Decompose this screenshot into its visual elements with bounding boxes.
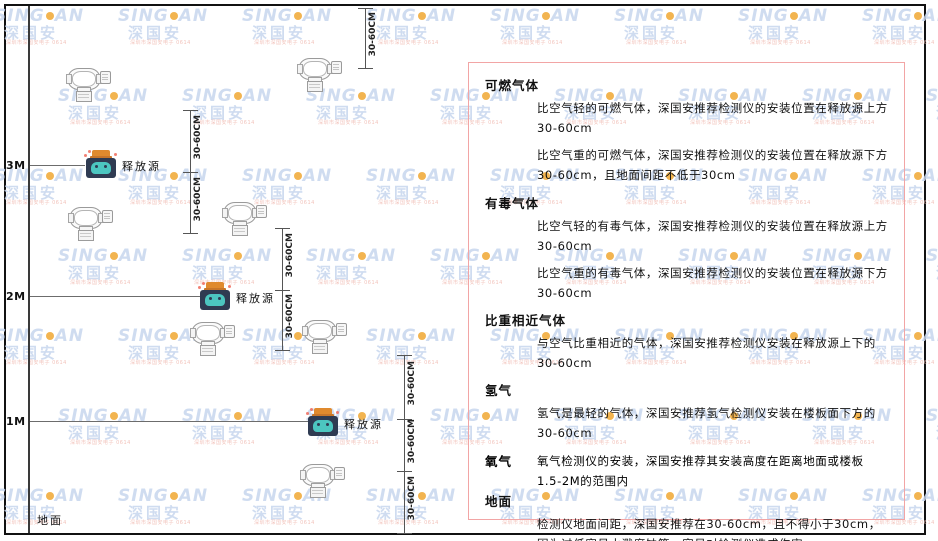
panel-section-paragraph: 比空气轻的有毒气体，深国安推荐检测仪的安装位置在释放源上方30-60cm [537, 218, 888, 253]
panel-section: 比重相近气体与空气比重相近的气体，深国安推荐检测仪安装在释放源上下的30-60c… [485, 310, 888, 373]
gas-detector-icon [222, 200, 267, 236]
panel-section-paragraph: 比空气重的可燃气体，深国安推荐检测仪的安装位置在释放源下方30-60cm，且地面… [537, 148, 888, 183]
release-source-label: 释放源 [236, 292, 275, 305]
dimension-tick [275, 228, 290, 229]
panel-section-title: 可燃气体 [485, 78, 540, 93]
gas-detector-icon [300, 462, 345, 498]
panel-section-title: 氢气 [485, 383, 513, 399]
release-source-icon [198, 282, 232, 312]
ground-label: 地面 [37, 514, 63, 527]
vertical-axis [28, 6, 30, 533]
dimension-tick [183, 110, 198, 111]
dimension-tick [358, 68, 373, 69]
dimension-tick [183, 172, 198, 173]
info-panel-content: 可燃气体比空气轻的可燃气体，深国安推荐检测仪的安装位置在释放源上方30-60cm… [469, 63, 904, 541]
dimension-tick [358, 8, 373, 9]
dimension-label: 30-60CM [407, 476, 417, 521]
info-panel: 可燃气体比空气轻的可燃气体，深国安推荐检测仪的安装位置在释放源上方30-60cm… [468, 62, 905, 541]
dimension-tick [397, 419, 412, 420]
dimension-label: 30-60CM [368, 12, 378, 57]
panel-section: 氢气氢气是最轻的气体，深国安推荐氢气检测仪安装在楼板面下方的30-60cm [485, 380, 888, 443]
release-source-icon [306, 408, 340, 438]
panel-section-title: 地面 [485, 493, 513, 509]
dimension-line [190, 110, 191, 233]
release-source-label: 释放源 [344, 418, 383, 431]
panel-section: 地面检测仪地面间距，深国安推荐在30-60cm，且不得小于30cm，因为过低容易… [485, 491, 888, 541]
level-label-2m: 2M [6, 290, 26, 303]
dimension-label: 30-60CM [193, 115, 203, 160]
dimension-tick [275, 290, 290, 291]
dimension-label: 30-60CM [285, 294, 295, 339]
panel-section-paragraph: 与空气比重相近的气体，深国安推荐检测仪安装在释放源上下的30-60cm [537, 336, 876, 371]
panel-section-title: 氧气 [485, 453, 513, 469]
level-label-3m: 3M [6, 159, 26, 172]
panel-section-title: 有毒气体 [485, 195, 540, 211]
dimension-tick [275, 350, 290, 351]
panel-section-paragraph: 比空气轻的可燃气体，深国安推荐检测仪的安装位置在释放源上方30-60cm [537, 101, 888, 136]
gas-detector-icon [66, 66, 111, 102]
dimension-line [282, 228, 283, 350]
dimension-line [365, 8, 366, 68]
gas-detector-icon [68, 205, 113, 241]
panel-section-paragraph: 比空气重的有毒气体，深国安推荐检测仪的安装位置在释放源下方30-60cm [537, 265, 888, 300]
dimension-label: 30-60CM [193, 176, 203, 221]
dimension-label: 30-60CM [407, 419, 417, 464]
outer-frame [4, 4, 926, 535]
panel-section-paragraph: 检测仪地面间距，深国安推荐在30-60cm，且不得小于30cm，因为过低容易水溅… [537, 516, 881, 541]
level-line [30, 165, 85, 166]
dimension-tick [397, 533, 412, 534]
dimension-label: 30-60CM [407, 361, 417, 406]
panel-section-inline: 氧气 氧气检测仪的安装，深国安推荐其安装高度在距离地面或楼板1.5-2M的范围内 [485, 451, 888, 491]
release-source-label: 释放源 [122, 160, 161, 173]
panel-section-title: 比重相近气体 [485, 313, 567, 328]
dimension-label: 30-60CM [285, 233, 295, 278]
level-line [30, 296, 200, 297]
release-source-icon [84, 150, 118, 180]
level-line [30, 421, 308, 422]
gas-detector-icon [302, 318, 347, 354]
dimension-line [404, 355, 405, 533]
panel-section: 可燃气体比空气轻的可燃气体，深国安推荐检测仪的安装位置在释放源上方30-60cm… [485, 75, 888, 186]
panel-section-paragraph: 氢气是最轻的气体，深国安推荐氢气检测仪安装在楼板面下方的30-60cm [537, 406, 876, 441]
panel-section: 有毒气体比空气轻的有毒气体，深国安推荐检测仪的安装位置在释放源上方30-60cm… [485, 193, 888, 304]
gas-detector-icon [297, 56, 342, 92]
level-label-1m: 1M [6, 415, 26, 428]
panel-section-paragraph: 氧气检测仪的安装，深国安推荐其安装高度在距离地面或楼板1.5-2M的范围内 [537, 453, 864, 488]
dimension-tick [397, 355, 412, 356]
dimension-tick [397, 471, 412, 472]
panel-section: 氧气 氧气检测仪的安装，深国安推荐其安装高度在距离地面或楼板1.5-2M的范围内 [485, 451, 888, 491]
dimension-tick [183, 233, 198, 234]
gas-detector-icon [190, 320, 235, 356]
